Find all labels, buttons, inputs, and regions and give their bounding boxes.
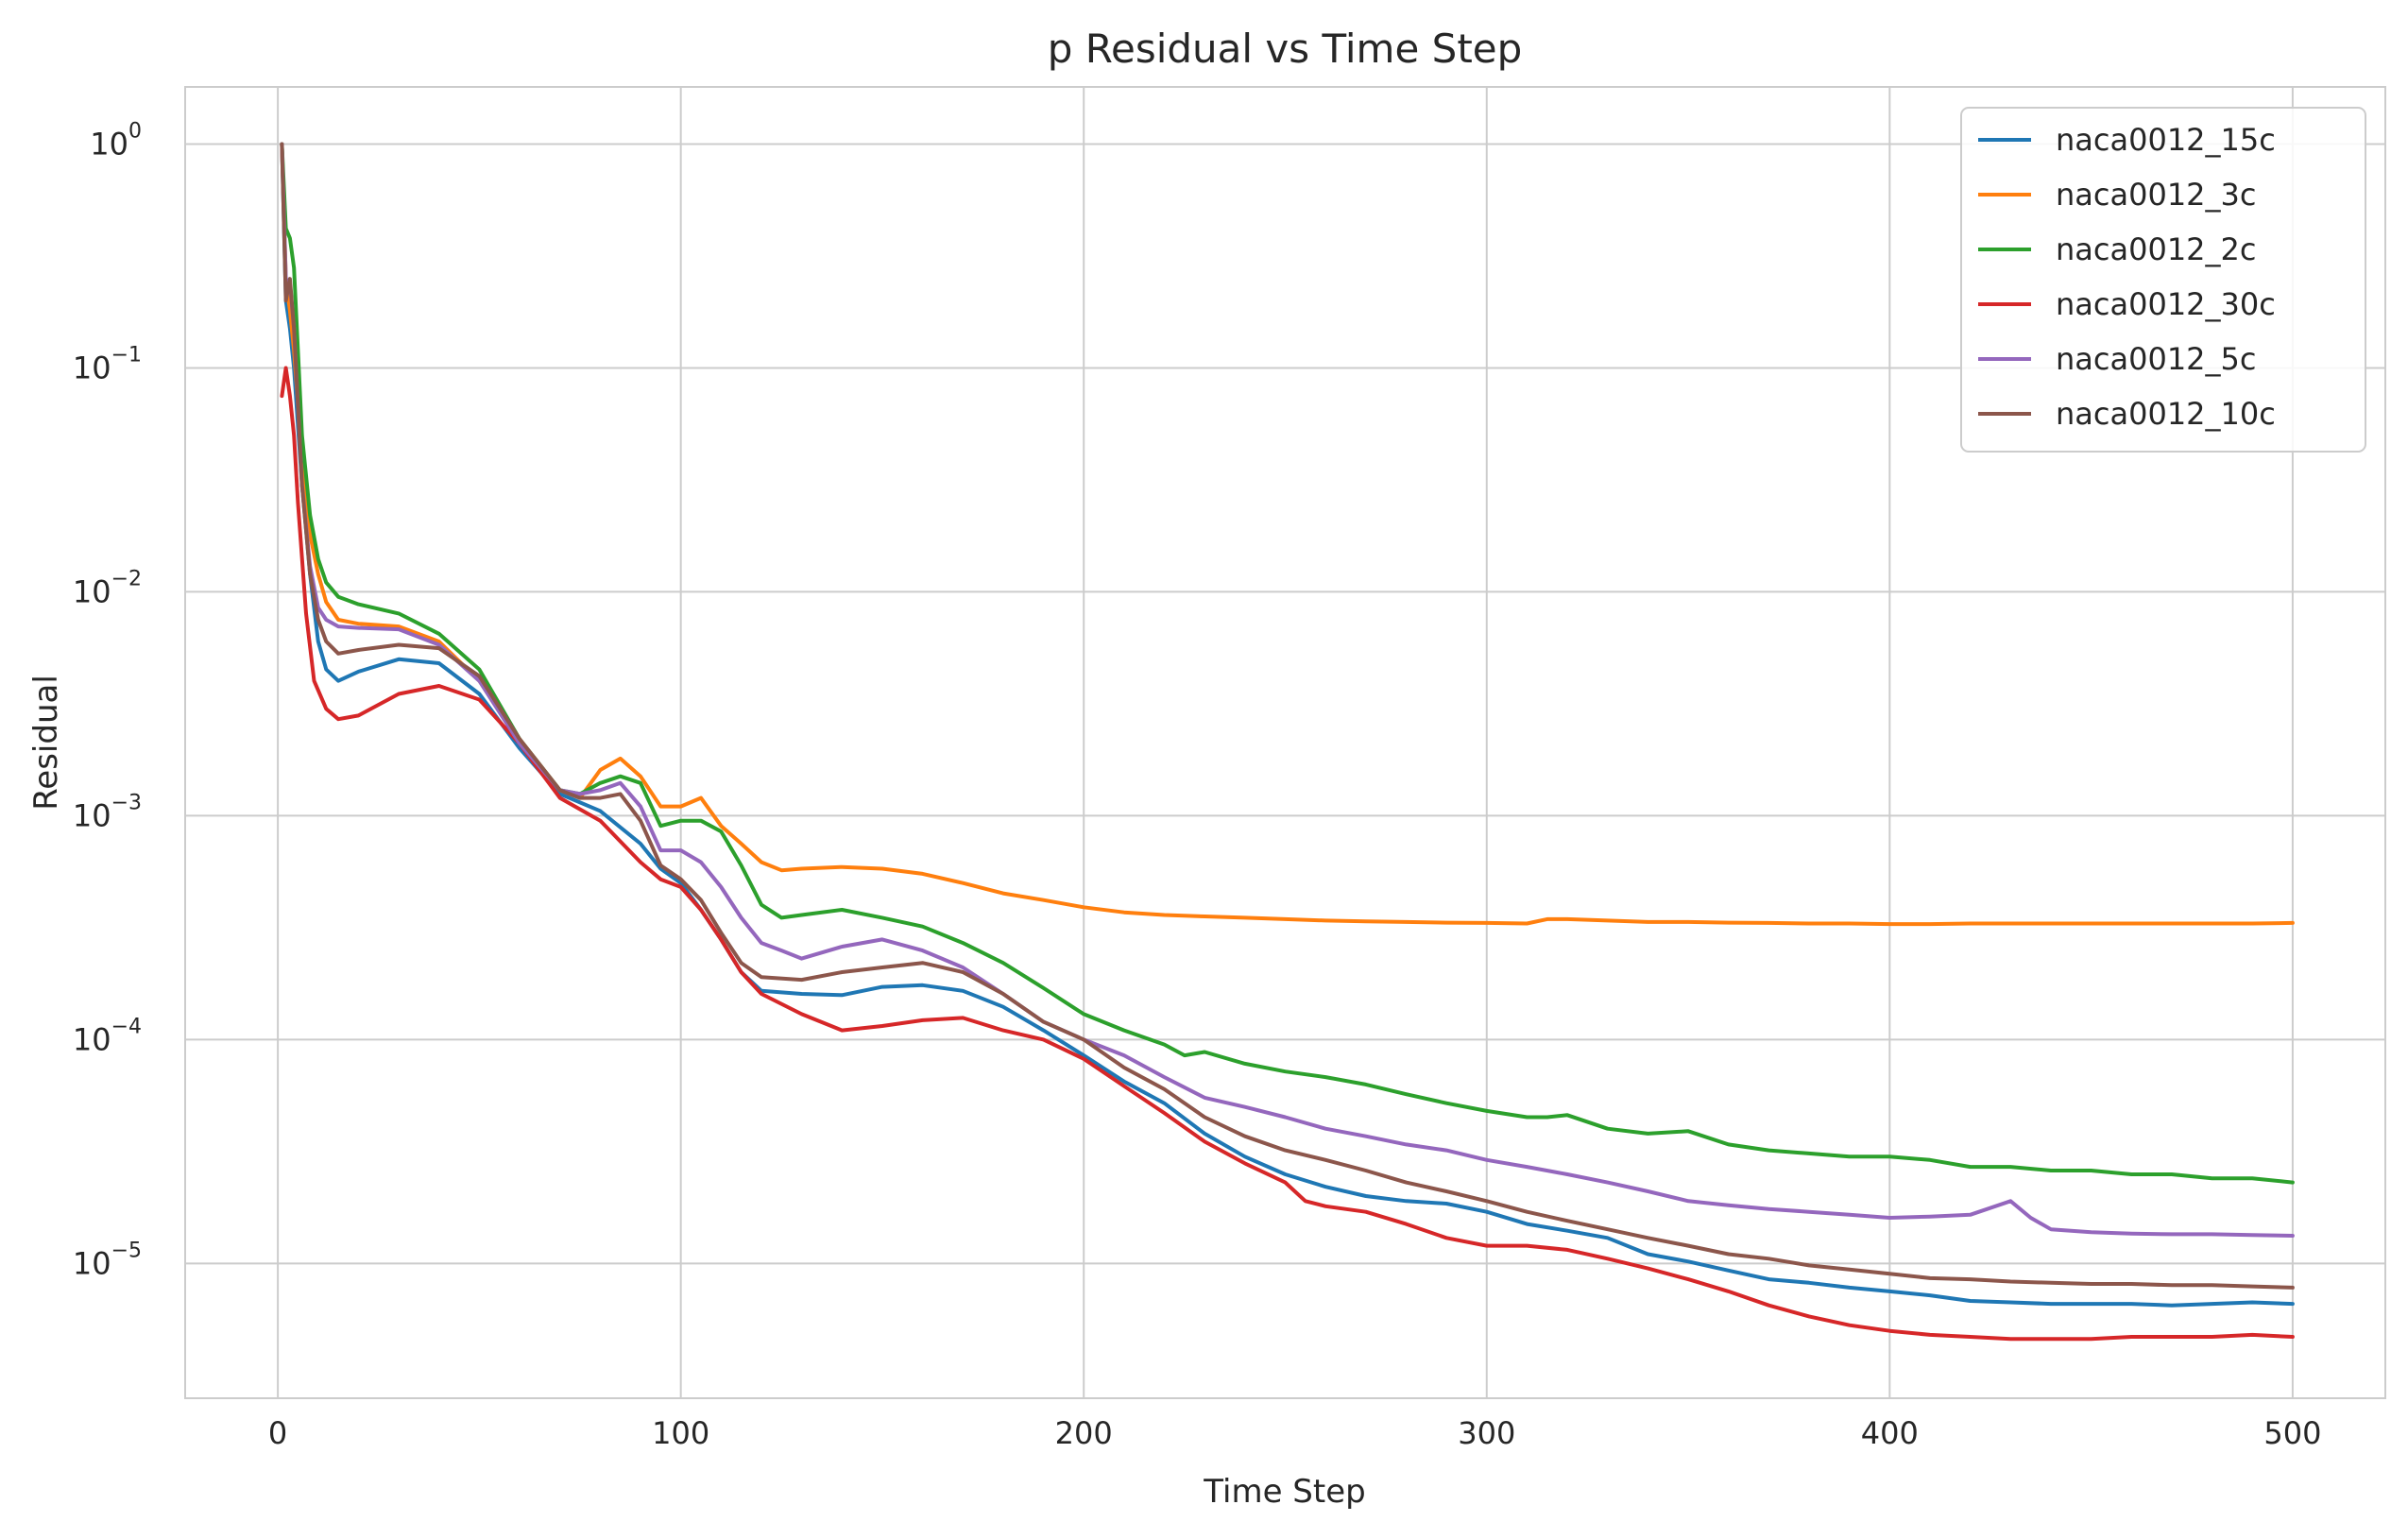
y-tick-base: 10 xyxy=(73,573,111,609)
legend-entry: naca0012_5c xyxy=(2056,341,2256,377)
x-tick-label: 200 xyxy=(1055,1415,1113,1451)
series-line-naca0012_30c xyxy=(280,366,2295,1342)
y-tick-exponent: −5 xyxy=(111,1239,142,1262)
y-tick-exponent: −4 xyxy=(111,1015,142,1038)
legend-entry: naca0012_15c xyxy=(2056,122,2276,158)
y-axis-label: Residual xyxy=(27,675,65,811)
x-axis-label: Time Step xyxy=(1203,1473,1365,1511)
x-tick-label: 0 xyxy=(268,1415,287,1451)
series-lines xyxy=(280,142,2295,1342)
y-tick-label: 10−2 xyxy=(73,567,142,609)
y-tick-label: 10−1 xyxy=(73,343,142,385)
y-tick-exponent: −2 xyxy=(111,567,142,590)
y-tick-label: 10−5 xyxy=(73,1239,142,1281)
y-tick-base: 10 xyxy=(73,1021,111,1057)
series-line-naca0012_10c xyxy=(280,142,2295,1290)
legend-box xyxy=(1960,107,2366,453)
chart-title: p Residual vs Time Step xyxy=(1048,26,1523,72)
y-tick-exponent: −1 xyxy=(111,343,142,367)
y-tick-label: 10−3 xyxy=(73,791,142,833)
legend-entry: naca0012_30c xyxy=(2056,286,2276,322)
y-tick-label: 100 xyxy=(90,119,142,162)
y-tick-exponent: 0 xyxy=(128,119,142,143)
y-tick-base: 10 xyxy=(73,797,111,833)
x-tick-label: 100 xyxy=(652,1415,709,1451)
y-tick-base: 10 xyxy=(73,1245,111,1281)
x-tick-label: 500 xyxy=(2263,1415,2321,1451)
x-tick-label: 400 xyxy=(1861,1415,1919,1451)
y-tick-label: 10−4 xyxy=(73,1015,142,1057)
series-line-naca0012_15c xyxy=(280,142,2295,1308)
legend-entry: naca0012_10c xyxy=(2056,396,2276,432)
legend-entry: naca0012_3c xyxy=(2056,177,2256,213)
series-line-naca0012_2c xyxy=(280,142,2295,1185)
y-tick-base: 10 xyxy=(73,350,111,385)
y-tick-exponent: −3 xyxy=(111,791,142,814)
legend: naca0012_15c naca0012_3c naca0012_2c naca00… xyxy=(1960,107,2366,453)
legend-entry: naca0012_2c xyxy=(2056,231,2256,267)
x-tick-label: 300 xyxy=(1458,1415,1515,1451)
series-line-naca0012_3c xyxy=(280,142,2295,927)
y-tick-base: 10 xyxy=(90,126,128,162)
